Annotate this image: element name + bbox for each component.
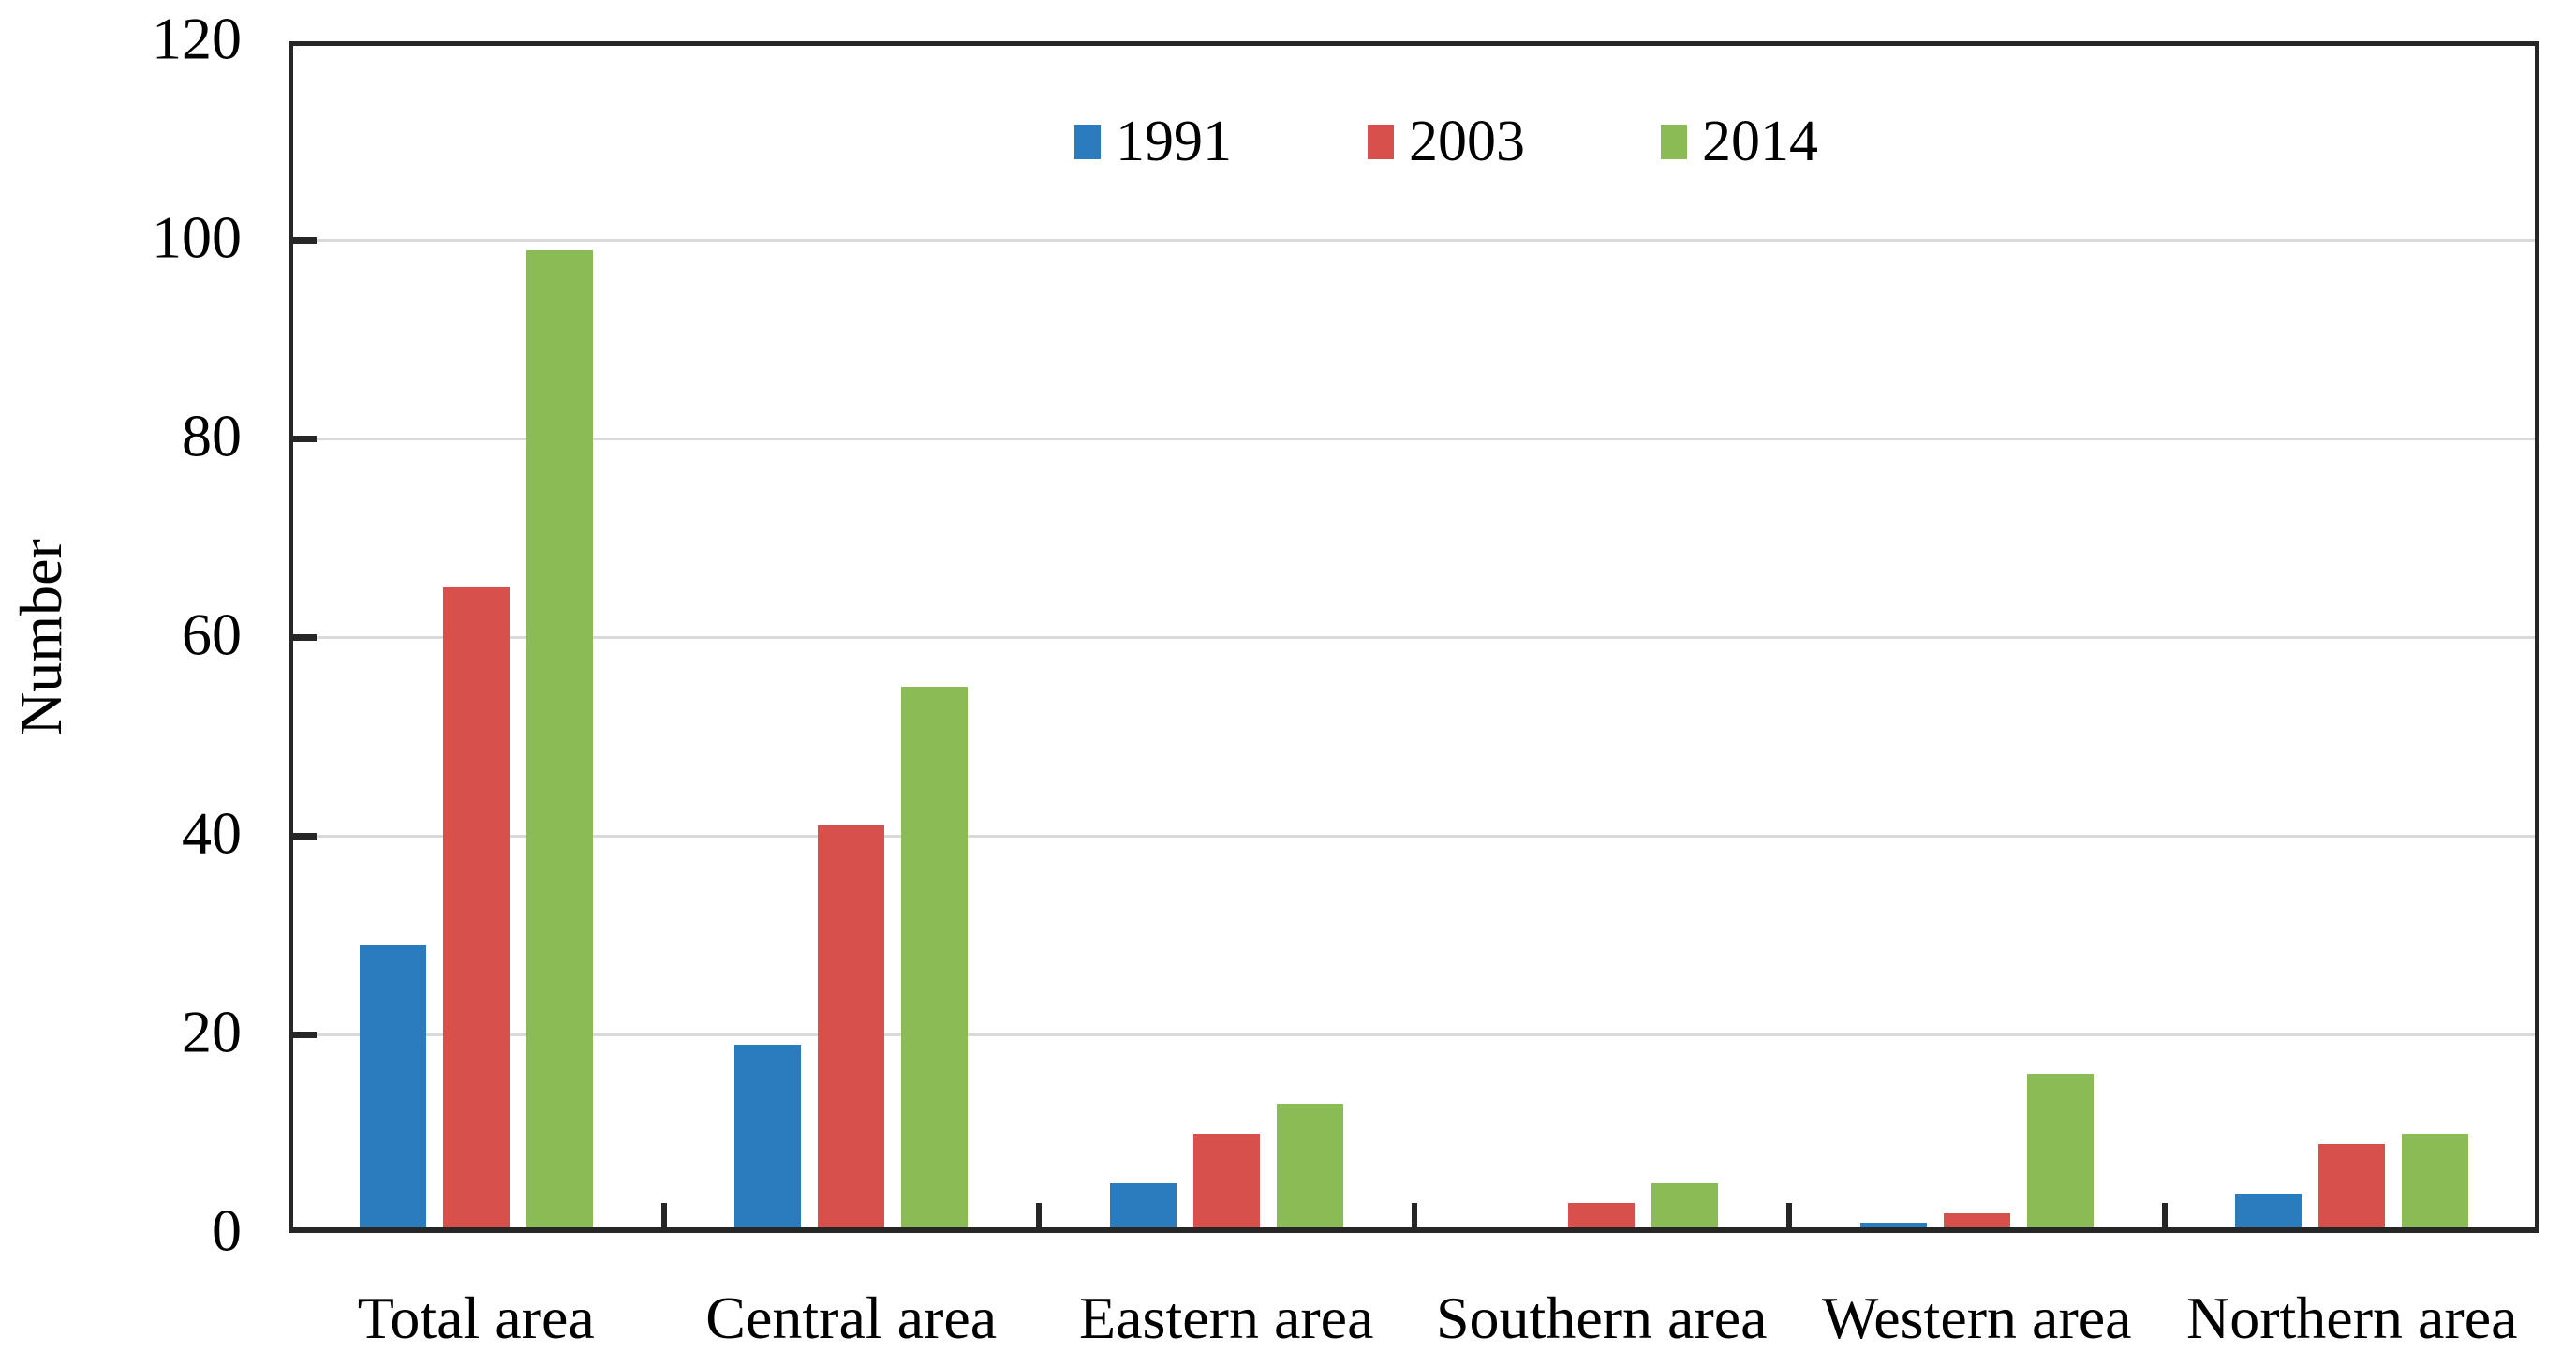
bar-2003-eastern-area [1192,1134,1260,1233]
legend-swatch-2014 [1661,124,1687,159]
y-tick-label-60: 60 [182,601,242,668]
y-axis-title: Number [7,539,74,736]
x-tick-mark-1 [660,1203,667,1233]
x-tick-mark-5 [2161,1203,2168,1233]
legend-item-1991: 1991 [1074,112,1232,171]
legend-swatch-2003 [1368,124,1394,159]
bar-2003-central-area [818,825,885,1233]
plot-area: 1991 2003 2014 [289,41,2539,1233]
plot-frame-right [2535,41,2539,1233]
x-tick-mark-3 [1411,1203,1417,1233]
gridline-y-60 [289,635,2539,639]
y-tick-label-120: 120 [152,5,242,72]
y-tick-mark-20 [289,1031,317,1038]
bar-1991-central-area [734,1044,802,1233]
bar-2003-total-area [442,587,510,1233]
y-tick-mark-80 [289,435,317,442]
x-tick-mark-4 [1786,1203,1792,1233]
x-category-label-western-area: Western area [1821,1285,2132,1351]
y-tick-mark-100 [289,236,317,244]
bar-2014-eastern-area [1276,1104,1343,1233]
legend-label-2014: 2014 [1702,110,1818,173]
bar-2014-total-area [526,249,593,1233]
bar-2014-northern-area [2402,1134,2469,1233]
bar-2014-western-area [2026,1074,2094,1233]
y-tick-mark-40 [289,832,317,840]
x-category-label-northern-area: Northern area [2185,1285,2518,1351]
bar-1991-total-area [359,944,426,1233]
y-tick-mark-60 [289,633,317,641]
legend-label-1991: 1991 [1116,110,1232,173]
y-tick-label-20: 20 [182,998,242,1065]
x-category-label-total-area: Total area [357,1285,595,1351]
bar-1991-eastern-area [1109,1183,1177,1233]
y-tick-label-40: 40 [182,799,242,867]
legend: 1991 2003 2014 [1074,112,1818,171]
y-tick-label-100: 100 [152,203,242,271]
bar-2003-northern-area [2318,1143,2386,1233]
x-category-label-eastern-area: Eastern area [1079,1285,1374,1351]
gridline-y-20 [289,1033,2539,1036]
gridline-y-80 [289,437,2539,440]
x-category-label-southern-area: Southern area [1435,1285,1768,1351]
x-tick-mark-2 [1036,1203,1042,1233]
legend-item-2014: 2014 [1661,112,1818,171]
legend-label-2003: 2003 [1409,110,1525,173]
gridline-y-40 [289,834,2539,838]
bar-2014-central-area [901,687,969,1233]
legend-item-2003: 2003 [1368,112,1525,171]
plot-frame-top [289,41,2539,46]
legend-swatch-1991 [1074,124,1101,159]
gridline-y-100 [289,238,2539,242]
bar-2014-southern-area [1651,1183,1719,1233]
x-category-label-central-area: Central area [705,1285,998,1351]
y-tick-label-80: 80 [182,402,242,469]
bar-1991-northern-area [2235,1193,2302,1233]
y-tick-label-0: 0 [212,1196,242,1264]
